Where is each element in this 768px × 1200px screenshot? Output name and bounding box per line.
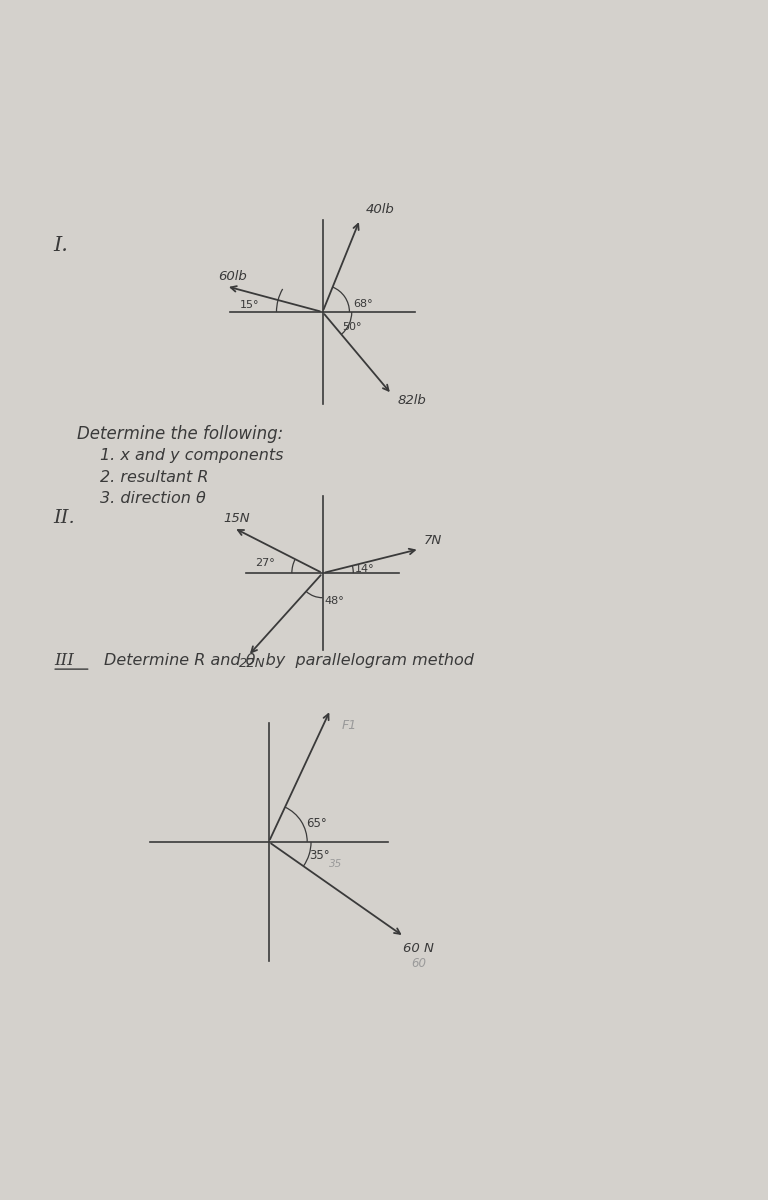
Text: 22N: 22N — [239, 658, 266, 671]
Text: 65°: 65° — [306, 816, 326, 829]
Text: 50°: 50° — [343, 323, 362, 332]
Text: 27°: 27° — [255, 558, 275, 569]
Text: 7N: 7N — [424, 534, 442, 546]
Text: Determine R and θ  by  parallelogram method: Determine R and θ by parallelogram metho… — [104, 653, 474, 667]
Text: 1. x and y components: 1. x and y components — [100, 449, 283, 463]
Text: 40lb: 40lb — [366, 203, 395, 216]
Text: II.: II. — [54, 509, 75, 527]
Text: 48°: 48° — [325, 596, 345, 606]
Text: 35: 35 — [329, 859, 342, 869]
Text: F1: F1 — [342, 719, 357, 732]
Text: I.: I. — [54, 235, 68, 254]
Text: 60: 60 — [412, 958, 427, 971]
Text: 2. resultant R: 2. resultant R — [100, 469, 208, 485]
Text: 15°: 15° — [240, 300, 259, 310]
Text: 14°: 14° — [355, 564, 375, 575]
Text: 60lb: 60lb — [218, 270, 247, 283]
Text: III: III — [54, 652, 74, 668]
Text: 60 N: 60 N — [402, 942, 433, 955]
Text: 35°: 35° — [309, 848, 329, 862]
Text: 68°: 68° — [353, 299, 373, 310]
Text: 3. direction θ: 3. direction θ — [100, 491, 206, 506]
Text: Determine the following:: Determine the following: — [77, 425, 283, 443]
Text: 15N: 15N — [223, 512, 250, 526]
Text: 82lb: 82lb — [398, 395, 426, 407]
